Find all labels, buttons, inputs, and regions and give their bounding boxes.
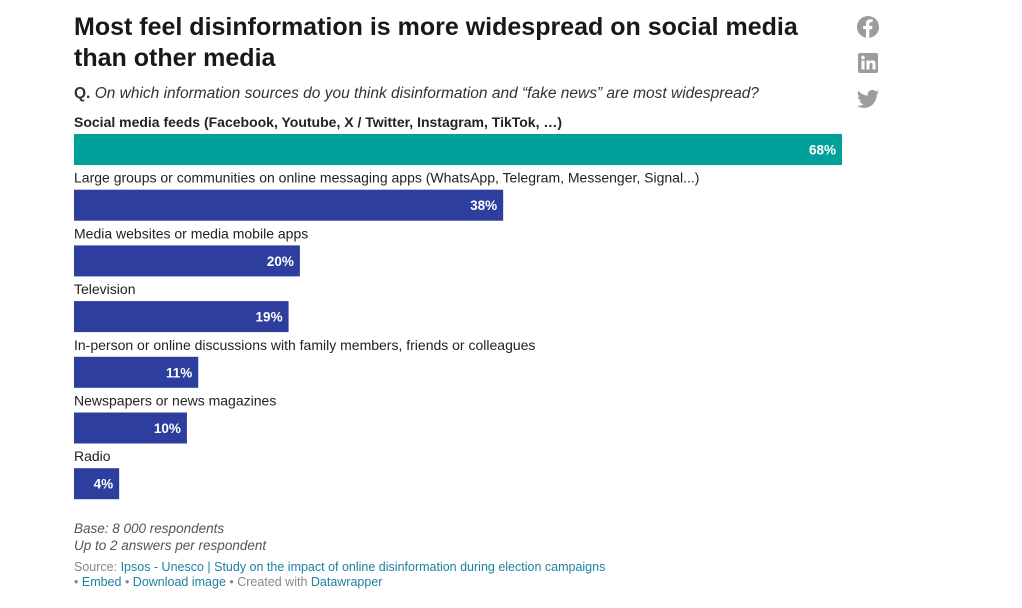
footer-links: • Embed • Download image • Created with … [74,575,382,589]
linkedin-icon[interactable] [856,51,880,75]
bar-value-label: 4% [94,477,114,492]
category-label: In-person or online discussions with fam… [74,337,535,353]
created-with-text: • Created with [225,575,311,589]
bar [74,468,120,500]
chart-question: Q. On which information sources do you t… [74,84,759,104]
bar [74,245,300,277]
chart-title: Most feel disinformation is more widespr… [74,13,798,72]
bullet: • [121,575,133,589]
category-label: Social media feeds (Facebook, Youtube, X… [74,114,562,130]
source-line: Source: Ipsos - Unesco | Study on the im… [74,560,605,574]
source-link[interactable]: Ipsos - Unesco | Study on the impact of … [120,560,606,574]
download-image-link[interactable]: Download image [132,575,226,589]
bar-value-label: 19% [256,310,283,325]
question-text: On which information sources do you thin… [94,85,759,102]
category-label: Media websites or media mobile apps [74,225,308,241]
embed-link[interactable]: Embed [81,575,122,589]
bar-chart: Social media feeds (Facebook, Youtube, X… [74,114,842,500]
answers-note: Up to 2 answers per respondent [74,537,267,553]
facebook-icon[interactable] [856,15,880,39]
category-label: Large groups or communities on online me… [74,170,699,186]
bar [74,301,289,333]
source-prefix: Source: [74,560,121,574]
chart-notes: Base: 8 000 respondents Up to 2 answers … [74,521,266,554]
bar [74,356,199,388]
bar-value-label: 11% [166,365,192,380]
bar [74,189,504,221]
question-prefix: Q. [74,85,91,102]
bullet: • [74,575,82,589]
datawrapper-link[interactable]: Datawrapper [310,575,383,589]
bar-value-label: 38% [470,198,497,213]
bar-value-label: 20% [267,254,294,269]
bar [74,412,187,444]
category-label: Newspapers or news magazines [74,393,276,409]
twitter-icon[interactable] [856,87,880,111]
base-note: Base: 8 000 respondents [74,521,225,536]
category-label: Television [74,281,135,297]
bar [74,134,842,165]
bar-value-label: 10% [154,421,181,436]
bar-value-label: 68% [809,143,836,158]
category-label: Radio [74,448,111,464]
